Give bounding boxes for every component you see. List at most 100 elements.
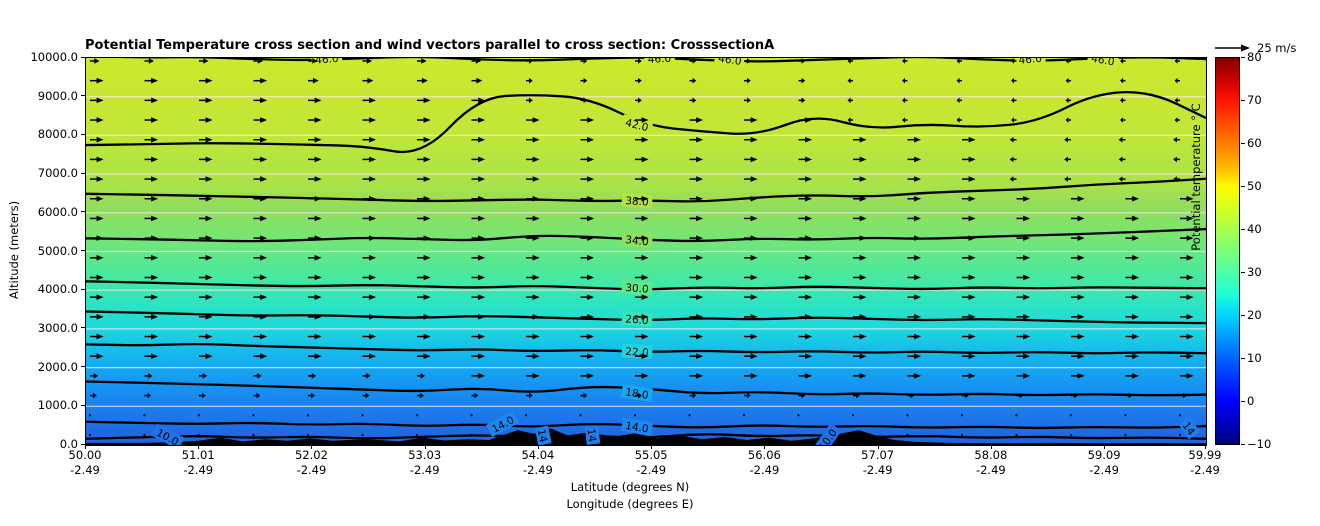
wind-vector-arrow xyxy=(635,353,649,359)
wind-vector-arrow xyxy=(689,373,704,379)
colorbar-tick-label: 50 xyxy=(1247,179,1262,193)
y-tick-label: 10000.0 xyxy=(30,50,78,64)
wind-vector-arrow xyxy=(635,58,642,64)
wind-vector-arrow xyxy=(1016,235,1031,241)
wind-vector-arrow xyxy=(471,255,486,261)
wind-vector-arrow xyxy=(199,176,213,182)
wind-vector-calm xyxy=(579,414,582,417)
wind-vector-arrow xyxy=(253,77,268,84)
wind-vector-arrow xyxy=(417,58,427,64)
wind-vector-calm xyxy=(1178,433,1182,437)
wind-vector-arrow xyxy=(526,235,540,241)
wind-vector-arrow xyxy=(1011,77,1017,84)
wind-vector-arrow xyxy=(902,77,908,84)
y-tick-label: 7000.0 xyxy=(37,166,78,181)
wind-vector-arrow xyxy=(1016,353,1031,359)
wind-vector-arrow xyxy=(1016,373,1031,379)
x-tick-mark xyxy=(990,445,992,449)
y-tick-mark xyxy=(81,250,85,251)
wind-vector-calm xyxy=(1069,433,1073,437)
wind-vector-arrow xyxy=(1125,353,1140,359)
wind-vector-arrow xyxy=(956,117,962,123)
colorbar-tick-mark xyxy=(1241,357,1245,359)
colorbar xyxy=(1215,57,1240,445)
svg-text:34.0: 34.0 xyxy=(625,234,650,248)
wind-vector-arrow xyxy=(308,294,322,300)
colorbar-tick-label: 0 xyxy=(1247,394,1255,408)
svg-text:46.0: 46.0 xyxy=(717,58,742,68)
wind-vector-arrow xyxy=(798,392,806,399)
wind-vector-arrow xyxy=(635,373,649,379)
wind-vector-arrow xyxy=(580,117,595,123)
wind-vector-arrow xyxy=(1180,274,1194,281)
svg-text:14.0: 14.0 xyxy=(624,420,649,436)
wind-vector-calm xyxy=(470,433,473,437)
wind-vector-calm xyxy=(688,414,691,417)
wind-vector-arrow xyxy=(580,235,595,241)
wind-vector-arrow xyxy=(90,176,104,182)
wind-vector-calm xyxy=(306,414,310,417)
wind-vector-arrow xyxy=(199,156,213,163)
x-tick-latitude: 54.04 xyxy=(521,448,555,462)
wind-vector-arrow xyxy=(635,255,649,261)
colorbar-tick-mark xyxy=(1241,142,1245,144)
wind-vector-arrow xyxy=(1125,373,1140,379)
wind-vector-arrow xyxy=(526,77,533,84)
contour-label-14: 14 xyxy=(535,425,552,445)
wind-vector-arrow xyxy=(853,195,867,202)
contour-label-26.0: 26.0 xyxy=(621,310,653,327)
wind-vector-arrow xyxy=(907,373,922,379)
wind-vector-arrow xyxy=(580,156,595,163)
wind-vector-arrow xyxy=(362,97,377,104)
plot-area: 46.0 46.0 46.0 46.0 46.0 42.0 38.0 34.0 30.0 26.0… xyxy=(85,57,1207,446)
wind-vector-arrow xyxy=(1120,77,1126,84)
wind-vector-arrow xyxy=(907,235,922,241)
wind-vector-arrow xyxy=(308,215,322,222)
wind-vector-arrow xyxy=(526,195,540,202)
wind-vector-arrow xyxy=(1180,333,1194,340)
wind-vector-arrow xyxy=(526,274,540,281)
y-tick-mark xyxy=(81,443,85,445)
wind-vector-arrow xyxy=(144,235,159,241)
wind-vector-arrow xyxy=(471,176,486,182)
wind-vector-arrow xyxy=(417,156,431,163)
wind-vector-arrow xyxy=(689,353,704,359)
colorbar-tick-mark xyxy=(1241,99,1245,101)
wind-vector-arrow xyxy=(962,215,976,222)
wind-vector-arrow xyxy=(580,58,588,64)
x-tick-mark xyxy=(85,445,86,449)
colorbar-tick-label: 30 xyxy=(1247,265,1262,279)
wind-vector-arrow xyxy=(1064,176,1071,182)
wind-vector-arrow xyxy=(907,156,922,163)
wind-vector-arrow xyxy=(744,255,758,261)
svg-text:38.0: 38.0 xyxy=(625,195,649,209)
x-tick-longitude: -2.49 xyxy=(523,463,553,477)
wind-vector-arrow xyxy=(362,274,377,281)
wind-vector-arrow xyxy=(798,373,813,379)
wind-vector-calm xyxy=(361,414,364,417)
wind-vector-arrow xyxy=(417,77,428,84)
wind-vector-arrow xyxy=(90,294,104,300)
wind-vector-arrow xyxy=(907,392,915,399)
wind-vector-arrow xyxy=(471,353,486,359)
wind-vector-arrow xyxy=(962,314,976,320)
wind-vector-arrow xyxy=(962,333,976,340)
wind-vector-arrow xyxy=(417,136,431,143)
wind-vector-arrow xyxy=(90,314,104,320)
wind-vector-arrow xyxy=(1071,274,1085,281)
wind-vector-arrow xyxy=(798,97,806,104)
wind-vector-arrow xyxy=(689,314,704,320)
wind-vector-arrow xyxy=(199,58,209,64)
wind-vector-arrow xyxy=(308,58,318,64)
wind-vector-arrow xyxy=(962,235,976,241)
x-tick-latitude: 57.07 xyxy=(861,448,895,462)
wind-vector-arrow xyxy=(689,392,697,399)
x-tick-longitude: -2.49 xyxy=(296,463,327,477)
wind-vector-arrow xyxy=(471,156,486,163)
wind-vector-arrow xyxy=(635,77,642,84)
svg-text:14: 14 xyxy=(584,428,598,443)
wind-vector-arrow xyxy=(526,117,540,123)
contour-line-46.0 xyxy=(120,58,1206,63)
wind-vector-arrow xyxy=(1016,333,1031,340)
wind-vector-arrow xyxy=(253,373,262,379)
